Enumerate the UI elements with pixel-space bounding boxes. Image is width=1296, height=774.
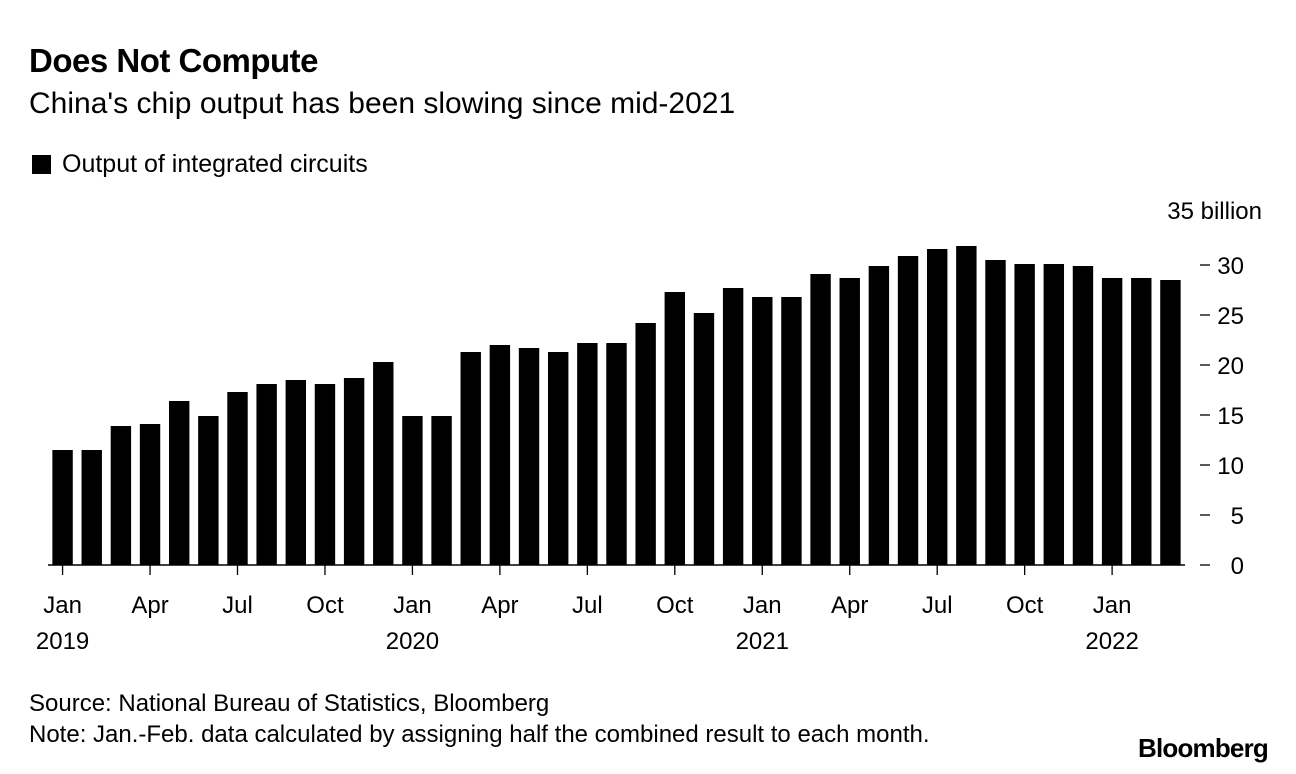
bar-2020-04 bbox=[489, 345, 511, 565]
legend-swatch bbox=[32, 155, 51, 174]
x-axis: Jan 2019 Apr Jul Oct Jan 2020 Apr Jul Oct Jan 2021 A… bbox=[36, 564, 1185, 655]
x-year-label-2020: 2020 bbox=[386, 628, 439, 655]
footnote: Note: Jan.-Feb. data calculated by assig… bbox=[29, 721, 930, 748]
y-tick-label-15: 15 bbox=[1217, 403, 1244, 430]
bar-2021-07 bbox=[926, 249, 948, 565]
x-year-label-2021: 2021 bbox=[736, 628, 789, 655]
bar-2021-08 bbox=[956, 246, 977, 565]
x-tick-label-jul-18: Jul bbox=[572, 592, 603, 619]
bar-2019-10 bbox=[314, 384, 336, 565]
x-tick-label-jan-12: Jan bbox=[393, 592, 432, 619]
chart-title: Does Not Compute bbox=[29, 42, 319, 79]
bar-2021-06 bbox=[897, 256, 919, 565]
bar-2020-09 bbox=[635, 323, 656, 565]
x-tick-label-jan-0: Jan bbox=[43, 592, 82, 619]
bar-2020-01 bbox=[402, 416, 423, 565]
x-tick-label-jul-30: Jul bbox=[922, 592, 953, 619]
source-note: Source: National Bureau of Statistics, B… bbox=[29, 690, 550, 717]
x-tick-label-apr-27: Apr bbox=[831, 592, 868, 619]
x-tick-label-oct-9: Oct bbox=[306, 592, 344, 619]
bar-2020-07 bbox=[577, 343, 598, 565]
x-tick-label-apr-3: Apr bbox=[131, 592, 168, 619]
bar-2021-12 bbox=[1072, 266, 1094, 565]
bars-group bbox=[52, 246, 1181, 565]
legend-label: Output of integrated circuits bbox=[62, 150, 368, 178]
bar-2019-04 bbox=[139, 424, 161, 565]
bar-2021-11 bbox=[1043, 264, 1065, 565]
bar-2019-02 bbox=[81, 450, 102, 565]
y-tick-label-30: 30 bbox=[1217, 253, 1244, 280]
chart-subtitle: China's chip output has been slowing sin… bbox=[29, 87, 736, 120]
x-tick-label-oct-21: Oct bbox=[656, 592, 694, 619]
x-tick-label-jan-36: Jan bbox=[1093, 592, 1132, 619]
bar-2022-03 bbox=[1160, 280, 1181, 565]
bar-2021-09 bbox=[985, 260, 1006, 565]
bar-2021-05 bbox=[868, 266, 890, 565]
bar-2019-12 bbox=[373, 362, 394, 565]
y-tick-label-10: 10 bbox=[1217, 453, 1244, 480]
legend: Output of integrated circuits bbox=[32, 150, 368, 179]
bar-2022-02 bbox=[1131, 278, 1152, 565]
bar-2021-03 bbox=[810, 274, 831, 565]
bar-2020-10 bbox=[664, 292, 686, 565]
bar-2021-10 bbox=[1014, 264, 1035, 565]
x-year-label-2022: 2022 bbox=[1085, 628, 1138, 655]
bar-2020-08 bbox=[606, 343, 627, 565]
bar-2019-08 bbox=[256, 384, 277, 565]
bar-2019-09 bbox=[285, 380, 307, 565]
bar-2022-01 bbox=[1101, 278, 1123, 565]
bloomberg-logo: Bloomberg bbox=[1137, 733, 1269, 763]
bar-2021-01 bbox=[752, 297, 773, 565]
y-tick-label-20: 20 bbox=[1217, 353, 1244, 380]
bar-2020-02 bbox=[431, 416, 452, 565]
bar-2020-12 bbox=[722, 288, 744, 565]
x-tick-label-jan-24: Jan bbox=[743, 592, 782, 619]
y-axis-unit-label: 35 billion bbox=[1167, 198, 1262, 225]
x-tick-label-jul-6: Jul bbox=[222, 592, 253, 619]
y-tick-label-0: 0 bbox=[1231, 553, 1244, 580]
y-tick-label-5: 5 bbox=[1231, 503, 1244, 530]
bar-2019-07 bbox=[227, 392, 248, 565]
bar-2019-03 bbox=[110, 426, 132, 565]
bar-2020-05 bbox=[518, 348, 540, 565]
bar-2020-06 bbox=[547, 352, 569, 565]
bar-2019-05 bbox=[168, 401, 190, 565]
x-tick-label-apr-15: Apr bbox=[481, 592, 518, 619]
x-year-label-2019: 2019 bbox=[36, 628, 89, 655]
bar-2019-11 bbox=[343, 378, 365, 565]
y-tick-label-25: 25 bbox=[1217, 303, 1244, 330]
bar-2021-04 bbox=[839, 278, 860, 565]
bar-2019-06 bbox=[198, 416, 219, 565]
bar-2021-02 bbox=[781, 297, 802, 565]
bar-2020-11 bbox=[693, 313, 715, 565]
x-tick-label-oct-33: Oct bbox=[1006, 592, 1044, 619]
bar-2019-01 bbox=[52, 450, 73, 565]
bar-2020-03 bbox=[460, 352, 481, 565]
y-axis: 0 5 10 15 20 25 30 35 billion bbox=[1167, 198, 1262, 580]
